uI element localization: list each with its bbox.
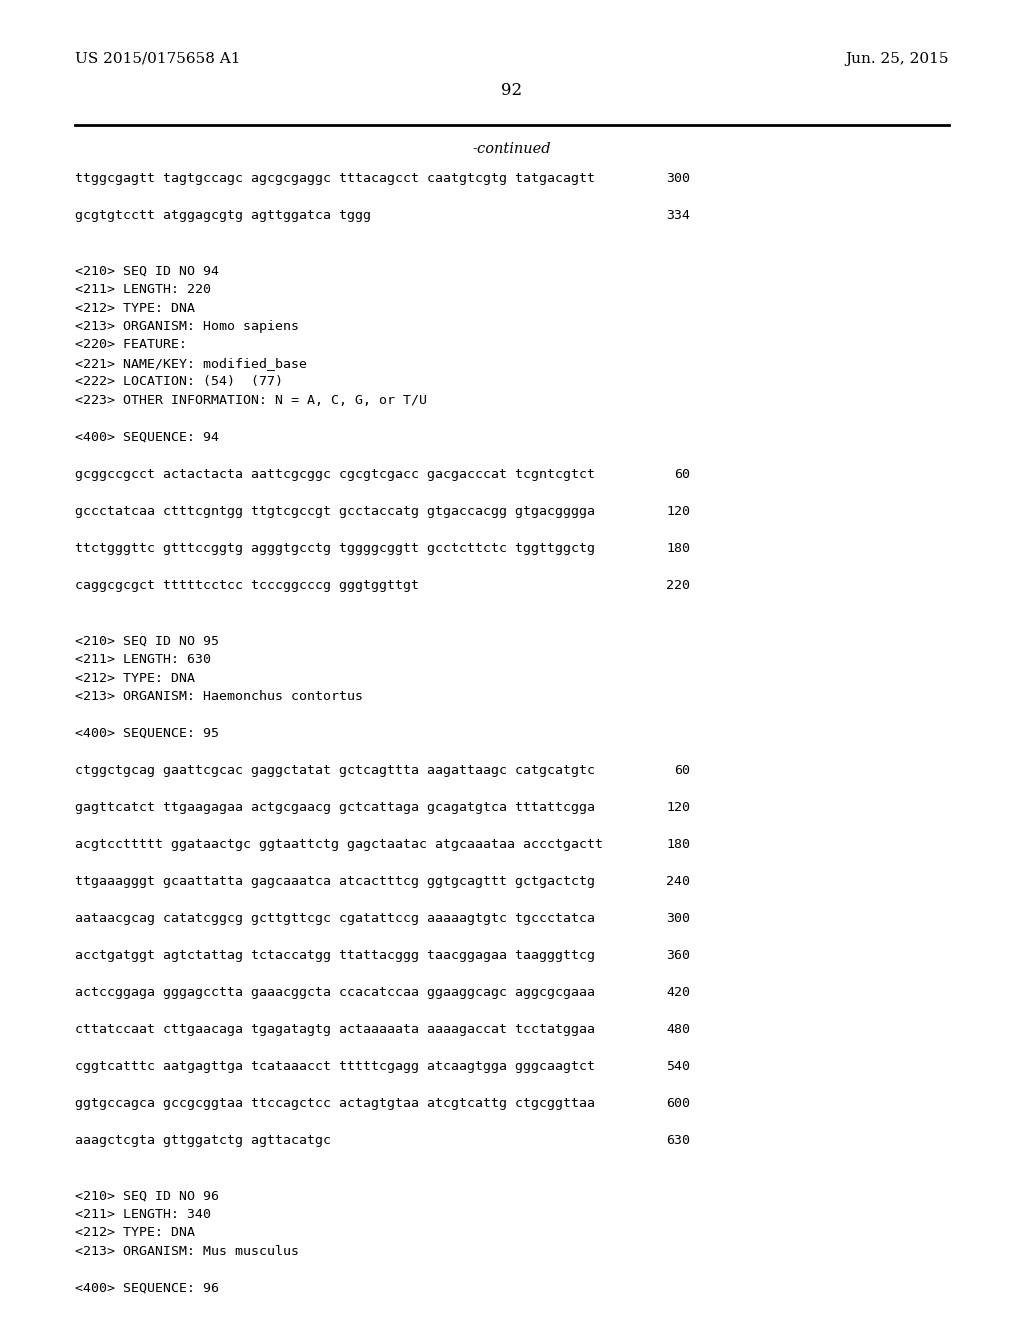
Text: 360: 360 (666, 949, 690, 962)
Text: aataacgcag catatcggcg gcttgttcgc cgatattccg aaaaagtgtc tgccctatca: aataacgcag catatcggcg gcttgttcgc cgatatt… (75, 912, 595, 925)
Text: <210> SEQ ID NO 96: <210> SEQ ID NO 96 (75, 1189, 219, 1203)
Text: acctgatggt agtctattag tctaccatgg ttattacggg taacggagaa taagggttcg: acctgatggt agtctattag tctaccatgg ttattac… (75, 949, 595, 962)
Text: 600: 600 (666, 1097, 690, 1110)
Text: <223> OTHER INFORMATION: N = A, C, G, or T/U: <223> OTHER INFORMATION: N = A, C, G, or… (75, 393, 427, 407)
Text: 120: 120 (666, 506, 690, 517)
Text: ttgaaagggt gcaattatta gagcaaatca atcactttcg ggtgcagttt gctgactctg: ttgaaagggt gcaattatta gagcaaatca atcactt… (75, 875, 595, 888)
Text: 630: 630 (666, 1134, 690, 1147)
Text: ctggctgcag gaattcgcac gaggctatat gctcagttta aagattaagc catgcatgtc: ctggctgcag gaattcgcac gaggctatat gctcagt… (75, 764, 595, 777)
Text: gcggccgcct actactacta aattcgcggc cgcgtcgacc gacgacccat tcgntcgtct: gcggccgcct actactacta aattcgcggc cgcgtcg… (75, 469, 595, 480)
Text: <221> NAME/KEY: modified_base: <221> NAME/KEY: modified_base (75, 356, 307, 370)
Text: ggtgccagca gccgcggtaa ttccagctcc actagtgtaa atcgtcattg ctgcggttaa: ggtgccagca gccgcggtaa ttccagctcc actagtg… (75, 1097, 595, 1110)
Text: <211> LENGTH: 340: <211> LENGTH: 340 (75, 1208, 211, 1221)
Text: <210> SEQ ID NO 94: <210> SEQ ID NO 94 (75, 264, 219, 277)
Text: 180: 180 (666, 838, 690, 851)
Text: <210> SEQ ID NO 95: <210> SEQ ID NO 95 (75, 635, 219, 648)
Text: <222> LOCATION: (54)  (77): <222> LOCATION: (54) (77) (75, 375, 283, 388)
Text: <220> FEATURE:: <220> FEATURE: (75, 338, 187, 351)
Text: <400> SEQUENCE: 95: <400> SEQUENCE: 95 (75, 727, 219, 741)
Text: aaagctcgta gttggatctg agttacatgc: aaagctcgta gttggatctg agttacatgc (75, 1134, 331, 1147)
Text: <400> SEQUENCE: 94: <400> SEQUENCE: 94 (75, 432, 219, 444)
Text: ttctgggttc gtttccggtg agggtgcctg tggggcggtt gcctcttctc tggttggctg: ttctgggttc gtttccggtg agggtgcctg tggggcg… (75, 543, 595, 554)
Text: ttggcgagtt tagtgccagc agcgcgaggc tttacagcct caatgtcgtg tatgacagtt: ttggcgagtt tagtgccagc agcgcgaggc tttacag… (75, 172, 595, 185)
Text: actccggaga gggagcctta gaaacggcta ccacatccaa ggaaggcagc aggcgcgaaa: actccggaga gggagcctta gaaacggcta ccacatc… (75, 986, 595, 999)
Text: 60: 60 (674, 764, 690, 777)
Text: caggcgcgct tttttcctcc tcccggcccg gggtggttgt: caggcgcgct tttttcctcc tcccggcccg gggtggt… (75, 579, 419, 591)
Text: <212> TYPE: DNA: <212> TYPE: DNA (75, 672, 195, 685)
Text: 300: 300 (666, 172, 690, 185)
Text: acgtccttttt ggataactgc ggtaattctg gagctaatac atgcaaataa accctgactt: acgtccttttt ggataactgc ggtaattctg gagcta… (75, 838, 603, 851)
Text: 60: 60 (674, 469, 690, 480)
Text: 120: 120 (666, 801, 690, 814)
Text: <400> SEQUENCE: 96: <400> SEQUENCE: 96 (75, 1282, 219, 1295)
Text: 240: 240 (666, 875, 690, 888)
Text: 480: 480 (666, 1023, 690, 1036)
Text: <212> TYPE: DNA: <212> TYPE: DNA (75, 301, 195, 314)
Text: 540: 540 (666, 1060, 690, 1073)
Text: cggtcatttc aatgagttga tcataaacct tttttcgagg atcaagtgga gggcaagtct: cggtcatttc aatgagttga tcataaacct tttttcg… (75, 1060, 595, 1073)
Text: US 2015/0175658 A1: US 2015/0175658 A1 (75, 51, 241, 66)
Text: <212> TYPE: DNA: <212> TYPE: DNA (75, 1226, 195, 1239)
Text: -continued: -continued (473, 143, 551, 156)
Text: 180: 180 (666, 543, 690, 554)
Text: gcgtgtcctt atggagcgtg agttggatca tggg: gcgtgtcctt atggagcgtg agttggatca tggg (75, 209, 371, 222)
Text: <213> ORGANISM: Mus musculus: <213> ORGANISM: Mus musculus (75, 1245, 299, 1258)
Text: 92: 92 (502, 82, 522, 99)
Text: <213> ORGANISM: Haemonchus contortus: <213> ORGANISM: Haemonchus contortus (75, 690, 362, 704)
Text: 220: 220 (666, 579, 690, 591)
Text: Jun. 25, 2015: Jun. 25, 2015 (846, 51, 949, 66)
Text: 420: 420 (666, 986, 690, 999)
Text: 334: 334 (666, 209, 690, 222)
Text: 300: 300 (666, 912, 690, 925)
Text: <213> ORGANISM: Homo sapiens: <213> ORGANISM: Homo sapiens (75, 319, 299, 333)
Text: <211> LENGTH: 630: <211> LENGTH: 630 (75, 653, 211, 667)
Text: gagttcatct ttgaagagaa actgcgaacg gctcattaga gcagatgtca tttattcgga: gagttcatct ttgaagagaa actgcgaacg gctcatt… (75, 801, 595, 814)
Text: cttatccaat cttgaacaga tgagatagtg actaaaaata aaaagaccat tcctatggaa: cttatccaat cttgaacaga tgagatagtg actaaaa… (75, 1023, 595, 1036)
Text: <211> LENGTH: 220: <211> LENGTH: 220 (75, 282, 211, 296)
Text: gccctatcaa ctttcgntgg ttgtcgccgt gcctaccatg gtgaccacgg gtgacgggga: gccctatcaa ctttcgntgg ttgtcgccgt gcctacc… (75, 506, 595, 517)
